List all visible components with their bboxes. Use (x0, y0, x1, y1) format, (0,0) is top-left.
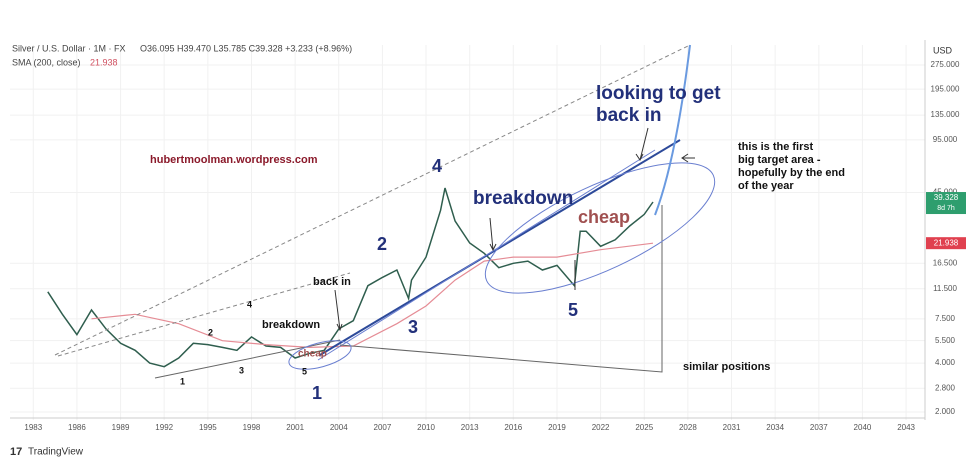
arrow (489, 217, 497, 252)
x-tick-label: 1983 (24, 423, 42, 432)
price-badge-label: 39.328 (934, 193, 959, 202)
x-tick-label: 1986 (68, 423, 86, 432)
x-tick-label: 2040 (854, 423, 872, 432)
sma-legend-value: 21.938 (90, 57, 118, 67)
x-tick-label: 1989 (112, 423, 130, 432)
dashed-trend (57, 272, 351, 357)
x-tick-label: 1995 (199, 423, 217, 432)
wave-label: 3 (408, 317, 418, 337)
sma-badge-label: 21.938 (934, 238, 959, 247)
price-badge (926, 192, 966, 215)
x-tick-label: 2007 (374, 423, 392, 432)
wave-label: 2 (377, 234, 387, 254)
header: Silver / U.S. Dollar · 1M · FX (12, 43, 126, 53)
x-tick-label: 2043 (897, 423, 915, 432)
y-tick-label: 11.500 (933, 284, 957, 293)
annotation: cheap (298, 349, 327, 360)
ohlc: O36.095 H39.470 L35.785 C39.328 +3.233 (… (140, 43, 352, 53)
series-line (91, 242, 654, 349)
trend-line (317, 149, 656, 361)
annotation: breakdown (262, 319, 320, 331)
annotation: similar positions (683, 361, 770, 373)
x-tick-label: 2004 (330, 423, 348, 432)
wave-label: 4 (247, 299, 252, 309)
ellipse (484, 162, 716, 294)
annotation: breakdown (473, 188, 573, 209)
annotation: looking to get (596, 83, 721, 104)
y-tick-label: 4.000 (935, 358, 956, 367)
x-tick-label: 2010 (417, 423, 435, 432)
x-tick-label: 1998 (243, 423, 261, 432)
brand: TradingView (28, 447, 84, 458)
drawings (54, 44, 716, 379)
series-line (47, 187, 654, 368)
annotation: big target area - (738, 154, 821, 166)
sma-badge (926, 237, 966, 250)
x-tick-label: 2013 (461, 423, 479, 432)
wave-label: 1 (180, 376, 185, 386)
annotation: this is the first (738, 141, 814, 153)
x-tick-label: 2022 (592, 423, 610, 432)
x-tick-label: 2001 (286, 423, 304, 432)
y-tick-label: 16.500 (933, 258, 958, 267)
x-tick-label: 2025 (635, 423, 653, 432)
annotations: hubertmoolman.wordpress.com looking to g… (150, 83, 845, 403)
x-tick-label: 2037 (810, 423, 828, 432)
data (47, 187, 654, 368)
y-tick-label: 2.800 (935, 383, 956, 392)
annotation: of the year (738, 180, 794, 192)
y-tick-label: 5.500 (935, 336, 956, 345)
trend-line (319, 139, 681, 356)
x-tick-label: 2028 (679, 423, 697, 432)
dashed-trend (54, 44, 691, 356)
wave-label: 1 (312, 383, 322, 403)
x-tick-label: 2016 (504, 423, 522, 432)
y-tick-label: 95.000 (933, 135, 958, 144)
arrow (635, 127, 649, 161)
y-tick-label: 135.000 (931, 110, 960, 119)
projection (654, 44, 691, 216)
wave-label: 2 (208, 327, 213, 337)
support-line (339, 205, 663, 373)
axes: 1983 1986 1989 1992 1995 1998 2001 2004 2007 2010… (24, 60, 966, 432)
currency: USD (933, 45, 953, 55)
y-tick-label: 275.000 (931, 60, 960, 69)
annotation: back in (313, 276, 351, 288)
x-tick-label: 2019 (548, 423, 566, 432)
arrow (681, 153, 695, 163)
annotation: cheap (578, 207, 630, 227)
y-tick-label: 2.000 (935, 407, 956, 416)
x-tick-label: 2031 (723, 423, 741, 432)
y-tick-label: 195.000 (931, 84, 960, 93)
wave-label: 3 (239, 365, 244, 375)
x-tick-label: 1992 (155, 423, 173, 432)
x-tick-label: 2034 (766, 423, 784, 432)
countdown: 8d 7h (937, 205, 955, 212)
annotation: back in (596, 105, 661, 126)
sma-legend: SMA (200, close) (12, 57, 81, 67)
grid (10, 45, 925, 420)
wave-label: 4 (432, 156, 442, 176)
ellipse (288, 340, 352, 370)
wave-label: 5 (568, 300, 578, 320)
arrow (334, 289, 343, 332)
wave-label: 5 (302, 366, 307, 376)
annotation: hopefully by the end (738, 167, 845, 179)
logo: 17 (10, 446, 22, 458)
site: hubertmoolman.wordpress.com (150, 154, 318, 166)
y-tick-label: 7.500 (935, 314, 956, 323)
